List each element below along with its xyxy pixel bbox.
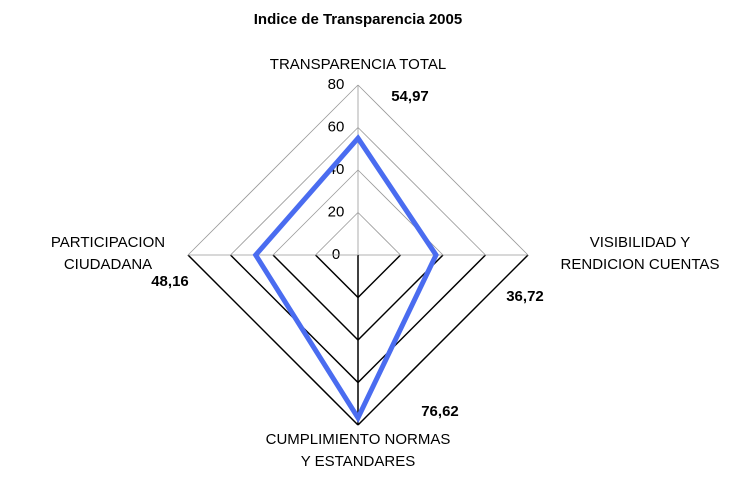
grid-line	[314, 254, 359, 299]
grid-line	[357, 84, 529, 256]
grid-line	[357, 254, 529, 426]
grid-line	[357, 212, 401, 256]
series-line	[252, 134, 439, 423]
r-tick-label: 60	[328, 118, 345, 135]
data-label: 36,72	[506, 288, 544, 305]
grid-line	[187, 84, 359, 256]
r-tick-label: 20	[328, 203, 345, 220]
r-tick-label: 80	[328, 76, 345, 93]
category-label: RENDICION CUENTAS	[561, 256, 720, 273]
grid-line	[272, 254, 359, 341]
chart-title: Indice de Transparencia 2005	[254, 11, 462, 28]
category-label: Y ESTANDARES	[301, 453, 415, 470]
category-label: CIUDADANA	[64, 256, 152, 273]
grid-line	[230, 127, 359, 256]
grid-line	[187, 254, 359, 426]
grid-line	[357, 254, 402, 299]
category-label: PARTICIPACION	[51, 234, 165, 251]
category-label: VISIBILIDAD Y	[590, 234, 691, 251]
data-label: 76,62	[421, 403, 459, 420]
category-label: TRANSPARENCIA TOTAL	[270, 56, 446, 73]
category-label: CUMPLIMIENTO NORMAS	[266, 431, 451, 448]
grid-line	[315, 212, 359, 256]
grid-line	[357, 254, 487, 384]
data-label: 54,97	[391, 88, 429, 105]
grid-line	[357, 127, 486, 256]
data-label: 48,16	[151, 273, 189, 290]
grid-line	[272, 169, 359, 256]
r-tick-label: 0	[332, 246, 340, 263]
